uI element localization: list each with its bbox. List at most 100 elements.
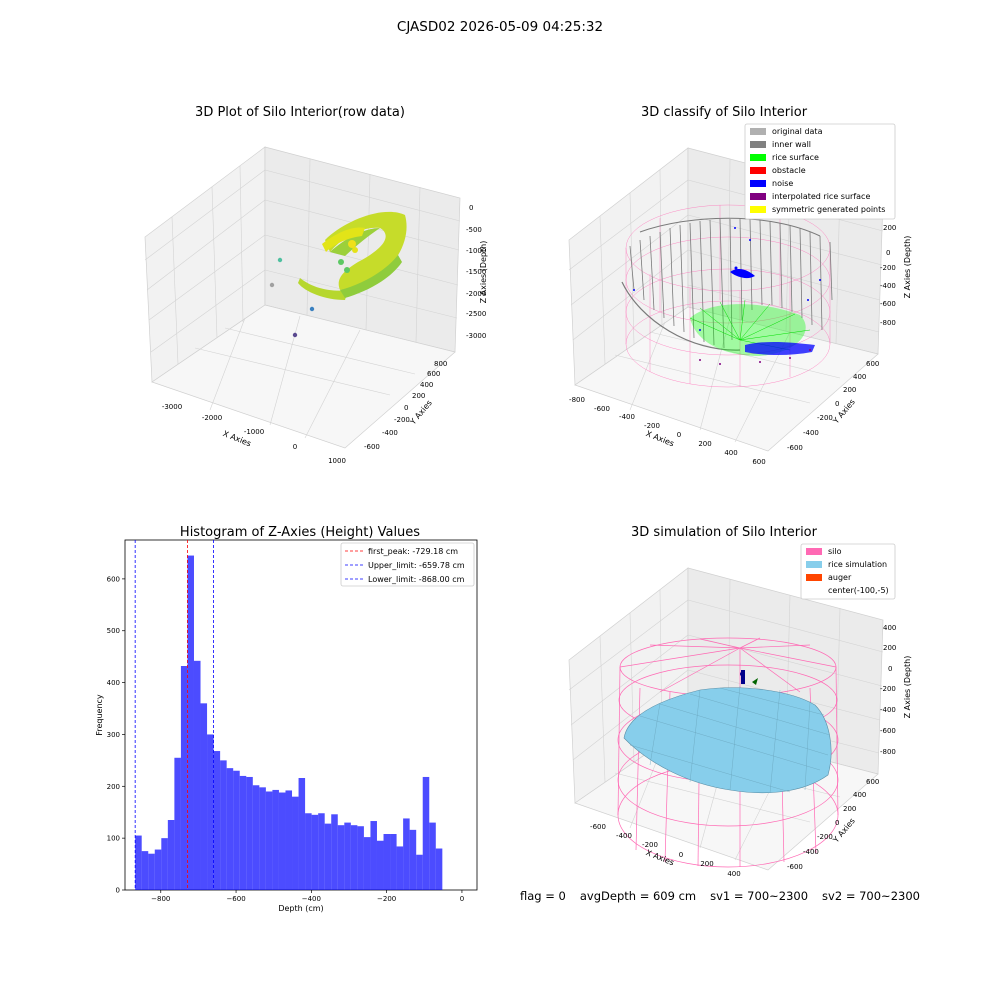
panel3-title: Histogram of Z-Axies (Height) Values [180, 525, 420, 540]
histogram-bar [422, 776, 430, 890]
panel1-y-tick: -400 [382, 429, 398, 437]
histogram-bar [305, 813, 312, 890]
legend-swatch-symmetric [750, 206, 766, 213]
histogram-y-tick-label: 0 [116, 887, 120, 895]
histogram-x-tick-label: 0 [460, 895, 464, 903]
panel-classify: 3D classify of Silo Interior [568, 105, 912, 466]
legend-label-interpolated: interpolated rice surface [772, 192, 870, 201]
histogram-bar [292, 796, 299, 890]
panel2-x-ticks: -800 -600 -400 -200 0 200 400 600 [569, 396, 766, 466]
panel3-xlabel: Depth (cm) [278, 904, 323, 913]
panel1-y-tick: -600 [364, 443, 380, 451]
panel4-z-tick: -200 [880, 685, 896, 693]
panel1-y-tick: 0 [404, 404, 408, 412]
panel-raw-data: 3D Plot of Silo Interior(row data) [144, 105, 488, 465]
panel4-y-tick: -200 [817, 833, 833, 841]
histogram-bar [403, 818, 410, 890]
panel1-scatter-points [269, 211, 407, 338]
panel4-x-tick: -600 [590, 823, 606, 831]
panel2-y-tick: 600 [866, 360, 879, 368]
histogram-bar [154, 849, 162, 890]
panel4-z-tick: -600 [880, 727, 896, 735]
panel4-legend: silo rice simulation auger center(-100,-… [800, 543, 896, 600]
panel2-y-tick: 200 [843, 386, 856, 394]
legend-swatch-rice-surface [750, 154, 766, 161]
panel4-title: 3D simulation of Silo Interior [631, 525, 818, 540]
legend-swatch-rice-simulation [806, 561, 822, 568]
histogram-bar [252, 785, 260, 890]
panel4-y-tick: -600 [787, 863, 803, 871]
panel1-z-tick: -1500 [466, 268, 486, 276]
histogram-bar [357, 826, 364, 890]
panel4-x-tick: 0 [679, 851, 683, 859]
panel1-title: 3D Plot of Silo Interior(row data) [195, 105, 405, 120]
histogram-bar [135, 835, 142, 890]
histogram-bar [298, 778, 306, 890]
legend-label-lower-limit: Lower_limit: -868.00 cm [368, 575, 465, 584]
histogram-bar [220, 760, 227, 890]
panel4-x-tick: 200 [700, 860, 713, 868]
histogram-bar [376, 840, 384, 890]
panel1-z-tick: -2500 [466, 310, 486, 318]
histogram-bar [409, 829, 417, 890]
avg-depth-text: avgDepth = 609 cm [579, 889, 697, 903]
histogram-bar [141, 851, 149, 890]
panel4-xlabel: X Axies [645, 848, 676, 867]
panel2-zlabel: Z Axies (Depth) [903, 236, 912, 299]
panel2-x-tick: 0 [677, 431, 681, 439]
panel4-z-tick: -800 [880, 748, 896, 756]
histogram-bar [344, 822, 351, 890]
panel1-z-tick: -2000 [466, 290, 486, 298]
panel2-x-tick: 200 [698, 440, 711, 448]
histogram-bar [200, 703, 208, 890]
figure-suptitle: CJASD02 2026-05-09 04:25:32 [397, 19, 603, 35]
histogram-x-ticks: −800 −600 −400 −200 0 [151, 890, 464, 903]
panel-simulation: 3D simulation of Silo Interior [568, 525, 912, 878]
panel4-z-ticks: 400 200 0 -200 -400 -600 -800 [880, 624, 896, 756]
panel2-noise [633, 227, 821, 355]
panel1-z-tick: -3000 [466, 332, 486, 340]
panel1-z-tick: -1000 [466, 247, 486, 255]
panel4-y-tick: -400 [803, 848, 819, 856]
histogram-bar [233, 770, 240, 890]
panel2-x-tick: -200 [644, 422, 660, 430]
histogram-y-tick-label: 600 [107, 575, 120, 583]
histogram-bar [167, 820, 175, 890]
histogram-bar [311, 814, 319, 890]
histogram-bar [239, 775, 247, 890]
panel4-x-tick: -200 [642, 841, 658, 849]
panel1-axes-box [144, 146, 461, 449]
legend-label-rice-surface: rice surface [772, 153, 819, 162]
histogram-bar [213, 751, 221, 890]
panel4-auger [740, 670, 758, 685]
legend-label-symmetric: symmetric generated points [772, 205, 885, 214]
legend-label-obstacle: obstacle [772, 166, 806, 175]
panel4-z-tick: 0 [888, 665, 892, 673]
histogram-bar [370, 821, 377, 890]
histogram-bar [180, 666, 188, 890]
status-footer: flag = 0 avgDepth = 609 cm sv1 = 700~2300 s… [520, 889, 934, 903]
panel1-x-tick: -1000 [244, 428, 264, 436]
panel3-legend: first_peak: -729.18 cm Upper_limit: -659… [340, 542, 475, 587]
panel1-x-ticks: -3000 -2000 -1000 0 1000 [162, 403, 346, 465]
panel2-y-tick: -200 [817, 414, 833, 422]
sv2-text: sv2 = 700~2300 [822, 889, 920, 903]
histogram-bar [193, 660, 201, 890]
panel2-z-tick: -800 [880, 319, 896, 327]
legend-swatch-interpolated [750, 193, 766, 200]
histogram-bar [278, 792, 286, 890]
panel1-z-tick: -500 [466, 226, 482, 234]
panel4-y-tick: 0 [835, 819, 839, 827]
panel2-y-tick: 0 [835, 400, 839, 408]
panel2-title: 3D classify of Silo Interior [641, 105, 808, 120]
panel2-z-tick: 200 [883, 224, 896, 232]
flag-text: flag = 0 [520, 889, 566, 903]
histogram-bar [148, 853, 155, 890]
legend-swatch-obstacle [750, 167, 766, 174]
panel4-rice-simulation [623, 685, 832, 794]
panel2-y-tick: 400 [853, 373, 866, 381]
histogram-y-tick-label: 500 [107, 627, 120, 635]
panel1-ylabel: Y Axies [408, 398, 434, 427]
histogram-bar [226, 768, 234, 890]
panel1-z-tick: 0 [469, 204, 473, 212]
